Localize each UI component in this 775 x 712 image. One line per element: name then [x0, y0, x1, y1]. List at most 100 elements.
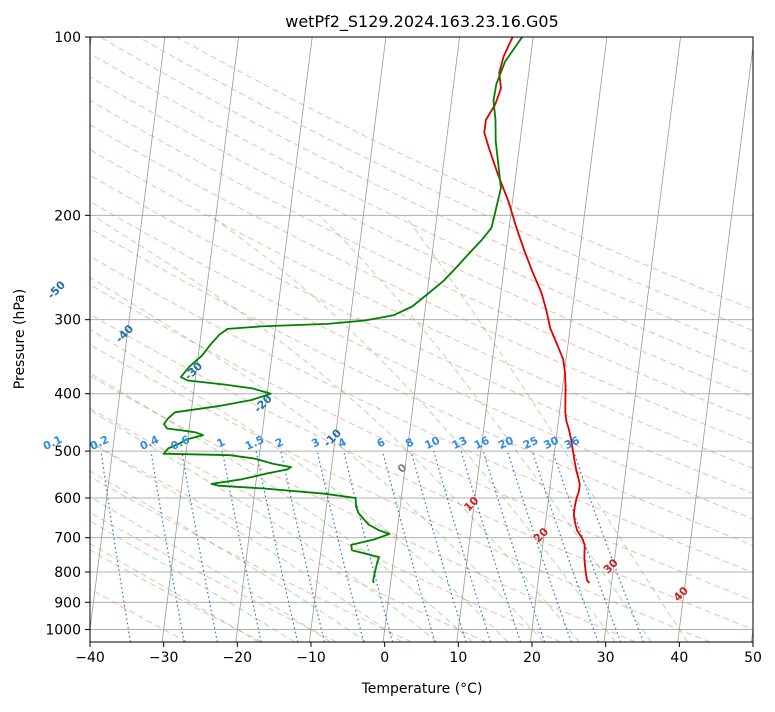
mixing-ratio-label: 36 [562, 434, 582, 452]
dry-adiabat-line [138, 37, 753, 332]
mixing-ratio-label: 3 [309, 435, 321, 450]
isotherm-label: -20 [251, 392, 274, 415]
y-tick-label: 100 [54, 30, 81, 46]
isotherm-line [161, 37, 239, 642]
profile-lines [162, 37, 591, 584]
dry-adiabat-line [90, 99, 753, 421]
x-tick-label: 0 [380, 650, 389, 666]
dry-adiabat-line [90, 375, 636, 642]
mixing-ratio-line [433, 450, 492, 642]
mixing-ratio-label: 10 [423, 434, 443, 452]
isotherm-label: -60 [0, 231, 1, 254]
mixing-ratio-line [100, 451, 132, 642]
moist-adiabat-line [90, 328, 509, 642]
mixing-ratio-label: 0.2 [88, 433, 111, 453]
dry-adiabat-line [176, 37, 753, 311]
moist-adiabat-line [404, 215, 689, 642]
moist-adiabat-line [92, 214, 580, 642]
isotherm-label: 40 [671, 584, 691, 604]
y-tick-label: 600 [54, 491, 81, 507]
moist-adiabat-line [209, 214, 616, 642]
x-tick-label: −20 [223, 650, 253, 666]
mixing-ratio-line [460, 450, 522, 642]
dry-adiabat-line [90, 407, 561, 642]
dry-adiabat-line [90, 476, 412, 642]
mixing-ratio-label: 13 [450, 434, 469, 452]
mixing-ratio-line [381, 450, 436, 642]
y-tick-label: 700 [54, 531, 81, 547]
y-tick-label: 400 [54, 387, 81, 403]
x-tick-label: −30 [149, 650, 179, 666]
isotherm-label: -50 [45, 278, 68, 301]
y-tick-label: 900 [54, 595, 81, 611]
dry-adiabat-line [90, 313, 753, 630]
mixing-ratio-label: 6 [375, 435, 388, 450]
x-tick-label: 40 [670, 650, 688, 666]
x-tick-label: 30 [597, 650, 615, 666]
chart-title: wetPf2_S129.2024.163.23.16.G05 [285, 12, 559, 32]
dry-adiabat-line [90, 255, 753, 574]
mixing-ratio-line [552, 450, 622, 642]
dry-adiabat-line [90, 549, 263, 642]
background-lines [90, 37, 753, 642]
dry-adiabat-line [90, 52, 753, 375]
moist-adiabat-line [90, 441, 402, 642]
isotherm-line [235, 37, 313, 642]
isotherm-label: 10 [461, 494, 481, 514]
y-tick-label: 200 [54, 208, 81, 224]
mixing-ratio-line [572, 450, 645, 642]
mixing-ratio-label: 16 [472, 434, 492, 452]
isotherm-label: -40 [113, 322, 136, 345]
mixing-ratio-label: 0.4 [138, 433, 161, 453]
y-axis-label: Pressure (hPa) [12, 289, 28, 389]
mixing-ratio-label: 1 [215, 435, 227, 450]
y-tick-label: 500 [54, 444, 81, 460]
dry-adiabat-line [90, 284, 753, 602]
y-tick-label: 1000 [45, 622, 81, 638]
dry-adiabat-line [90, 512, 337, 642]
isotherm-line [90, 37, 166, 633]
moist-adiabat-line [90, 276, 544, 642]
x-tick-label: 10 [449, 650, 467, 666]
dewpoint-profile-line [162, 37, 523, 584]
x-tick-label: 20 [523, 650, 541, 666]
isotherm-line [309, 37, 387, 642]
mixing-ratio-label: 1.5 [243, 433, 266, 453]
mixing-ratio-label: 30 [542, 434, 562, 452]
mixing-ratio-line [150, 450, 185, 642]
plot-frame [89, 36, 754, 643]
dry-adiabat-line [90, 588, 188, 642]
isotherm-label: 20 [531, 525, 551, 545]
mixing-ratio-label: 2 [273, 435, 285, 450]
mixing-ratio-label: 25 [521, 434, 540, 452]
dry-adiabat-line [99, 37, 753, 353]
mixing-ratio-line [410, 450, 467, 642]
dry-adiabat-line [90, 227, 753, 547]
moist-adiabat-line [318, 214, 652, 642]
x-axis-label: Temperature (°C) [361, 681, 483, 697]
isotherm-line [751, 626, 753, 642]
mixing-ratio-line [280, 450, 326, 642]
moist-adiabat-line [90, 520, 295, 642]
x-tick-label: 50 [744, 650, 762, 666]
mixing-ratio-label: 20 [496, 434, 516, 452]
mixing-ratio-line [506, 450, 572, 642]
dry-adiabat-line [90, 200, 753, 520]
moist-adiabat-line [90, 372, 473, 642]
temperature-profile-line [483, 37, 591, 584]
moist-adiabat-line [90, 470, 367, 642]
isotherm-line [530, 37, 608, 642]
mixing-ratio-label: 0.6 [169, 433, 192, 453]
x-tick-label: −40 [75, 650, 105, 666]
dry-adiabat-line [90, 124, 753, 445]
moist-adiabat-line [90, 543, 259, 642]
axes: −40 −30 −20 −10 0 10 20 30 40 5010020030040050060… [45, 30, 762, 666]
dry-adiabat-line [90, 441, 487, 642]
mixing-ratio-line [482, 450, 546, 642]
mixing-ratio-line [181, 450, 218, 642]
y-tick-label: 300 [54, 313, 81, 329]
x-tick-label: −10 [296, 650, 326, 666]
isotherm-line [603, 37, 681, 642]
